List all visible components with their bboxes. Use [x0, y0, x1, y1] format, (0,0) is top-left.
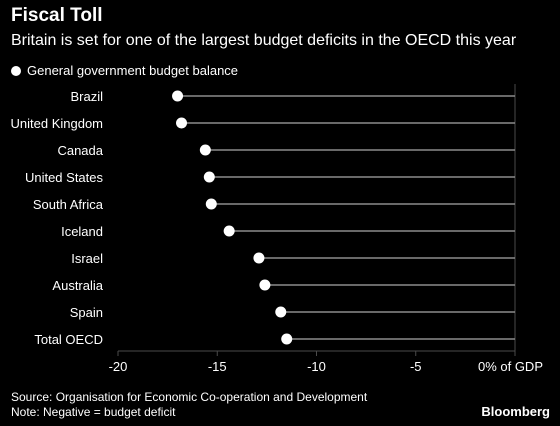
category-label: Total OECD: [34, 332, 103, 347]
data-point: [205, 198, 217, 210]
data-point: [259, 279, 271, 291]
data-point: [275, 306, 287, 318]
category-label: United Kingdom: [11, 116, 104, 131]
category-label: Israel: [71, 251, 103, 266]
x-tick-label: -20: [109, 359, 128, 374]
legend-label: General government budget balance: [27, 63, 239, 78]
deficit-note: Note: Negative = budget deficit: [11, 405, 176, 419]
category-label: Canada: [57, 143, 103, 158]
data-point: [223, 225, 235, 237]
data-point: [253, 252, 265, 264]
category-label: Spain: [70, 305, 103, 320]
footer: Source: Organisation for Economic Co-ope…: [11, 390, 367, 420]
data-point: [203, 171, 215, 183]
category-label: South Africa: [33, 197, 104, 212]
category-label: United States: [25, 170, 104, 185]
data-point: [172, 90, 184, 102]
chart-title: Fiscal Toll: [11, 5, 103, 26]
x-tick-label: 0% of GDP: [478, 359, 543, 374]
data-point: [281, 333, 293, 345]
data-point: [176, 117, 188, 129]
bloomberg-logo: Bloomberg: [481, 404, 550, 419]
category-label: Australia: [52, 278, 103, 293]
category-label: Iceland: [61, 224, 103, 239]
legend: General government budget balance: [11, 63, 238, 78]
x-tick-label: -10: [307, 359, 326, 374]
x-tick-label: -15: [208, 359, 227, 374]
x-tick-label: -5: [410, 359, 422, 374]
chart-subtitle: Britain is set for one of the largest bu…: [11, 32, 517, 49]
data-point: [199, 144, 211, 156]
legend-marker: [11, 65, 21, 76]
category-label: Brazil: [70, 89, 103, 104]
source-note: Source: Organisation for Economic Co-ope…: [11, 390, 368, 404]
